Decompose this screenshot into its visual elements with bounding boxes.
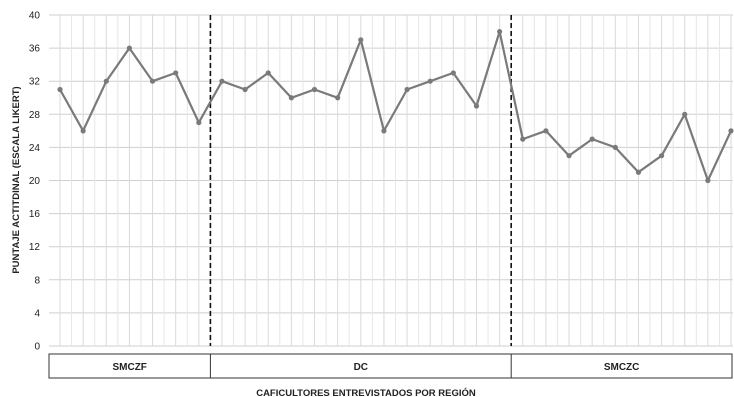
grid [49,14,733,347]
series-line [59,30,732,182]
data-point [658,153,665,159]
region-label: DC [354,362,368,373]
data-point [473,103,480,109]
data-series [57,28,734,184]
data-point [126,45,133,51]
y-tick-label: 20 [29,176,41,187]
data-point [219,78,225,84]
data-point [149,78,156,84]
x-axis-title: CAFICULTORES ENTREVISTADOS POR REGIÓN [256,387,476,397]
data-point [520,136,526,142]
data-point [358,37,364,43]
y-tick-label: 36 [29,44,41,55]
data-point [103,78,109,84]
data-point [612,144,618,150]
region-label: SMCZC [604,362,640,373]
data-point [682,111,688,117]
data-point [635,169,642,175]
data-point [381,128,387,134]
region-axis-box [48,353,733,379]
data-point [566,153,572,159]
y-tick-label: 4 [34,308,40,319]
data-point [173,70,179,76]
data-point [265,70,271,76]
y-tick-label: 24 [29,143,41,154]
data-point [335,95,341,101]
y-tick-label: 40 [29,11,41,22]
y-axis-title: PUNTAJE ACTITDINAL (ESCALA LIKERT) [11,86,22,273]
data-point [705,177,711,184]
data-point [450,70,456,76]
y-tick-label: 12 [29,242,41,253]
y-tick-label: 28 [29,110,41,121]
data-point [196,119,202,126]
region-label: SMCZF [112,362,146,373]
data-point [311,86,318,93]
y-tick-label: 8 [34,275,40,286]
data-point [80,128,86,134]
y-tick-label: 0 [34,342,40,353]
data-point [497,28,503,35]
y-tick-label: 16 [29,209,41,220]
data-point [242,86,248,93]
data-point [57,86,63,93]
y-tick-label: 32 [29,77,41,88]
region-axis: SMCZF DC SMCZC [48,353,733,379]
data-point [404,86,410,93]
data-point [589,136,595,142]
region-dividers [209,15,512,346]
data-point [728,128,734,134]
y-tick-labels: 0 4 8 12 16 20 24 28 32 36 40 [29,11,41,353]
data-point [427,78,433,84]
data-point [543,128,549,134]
data-point [288,95,294,101]
